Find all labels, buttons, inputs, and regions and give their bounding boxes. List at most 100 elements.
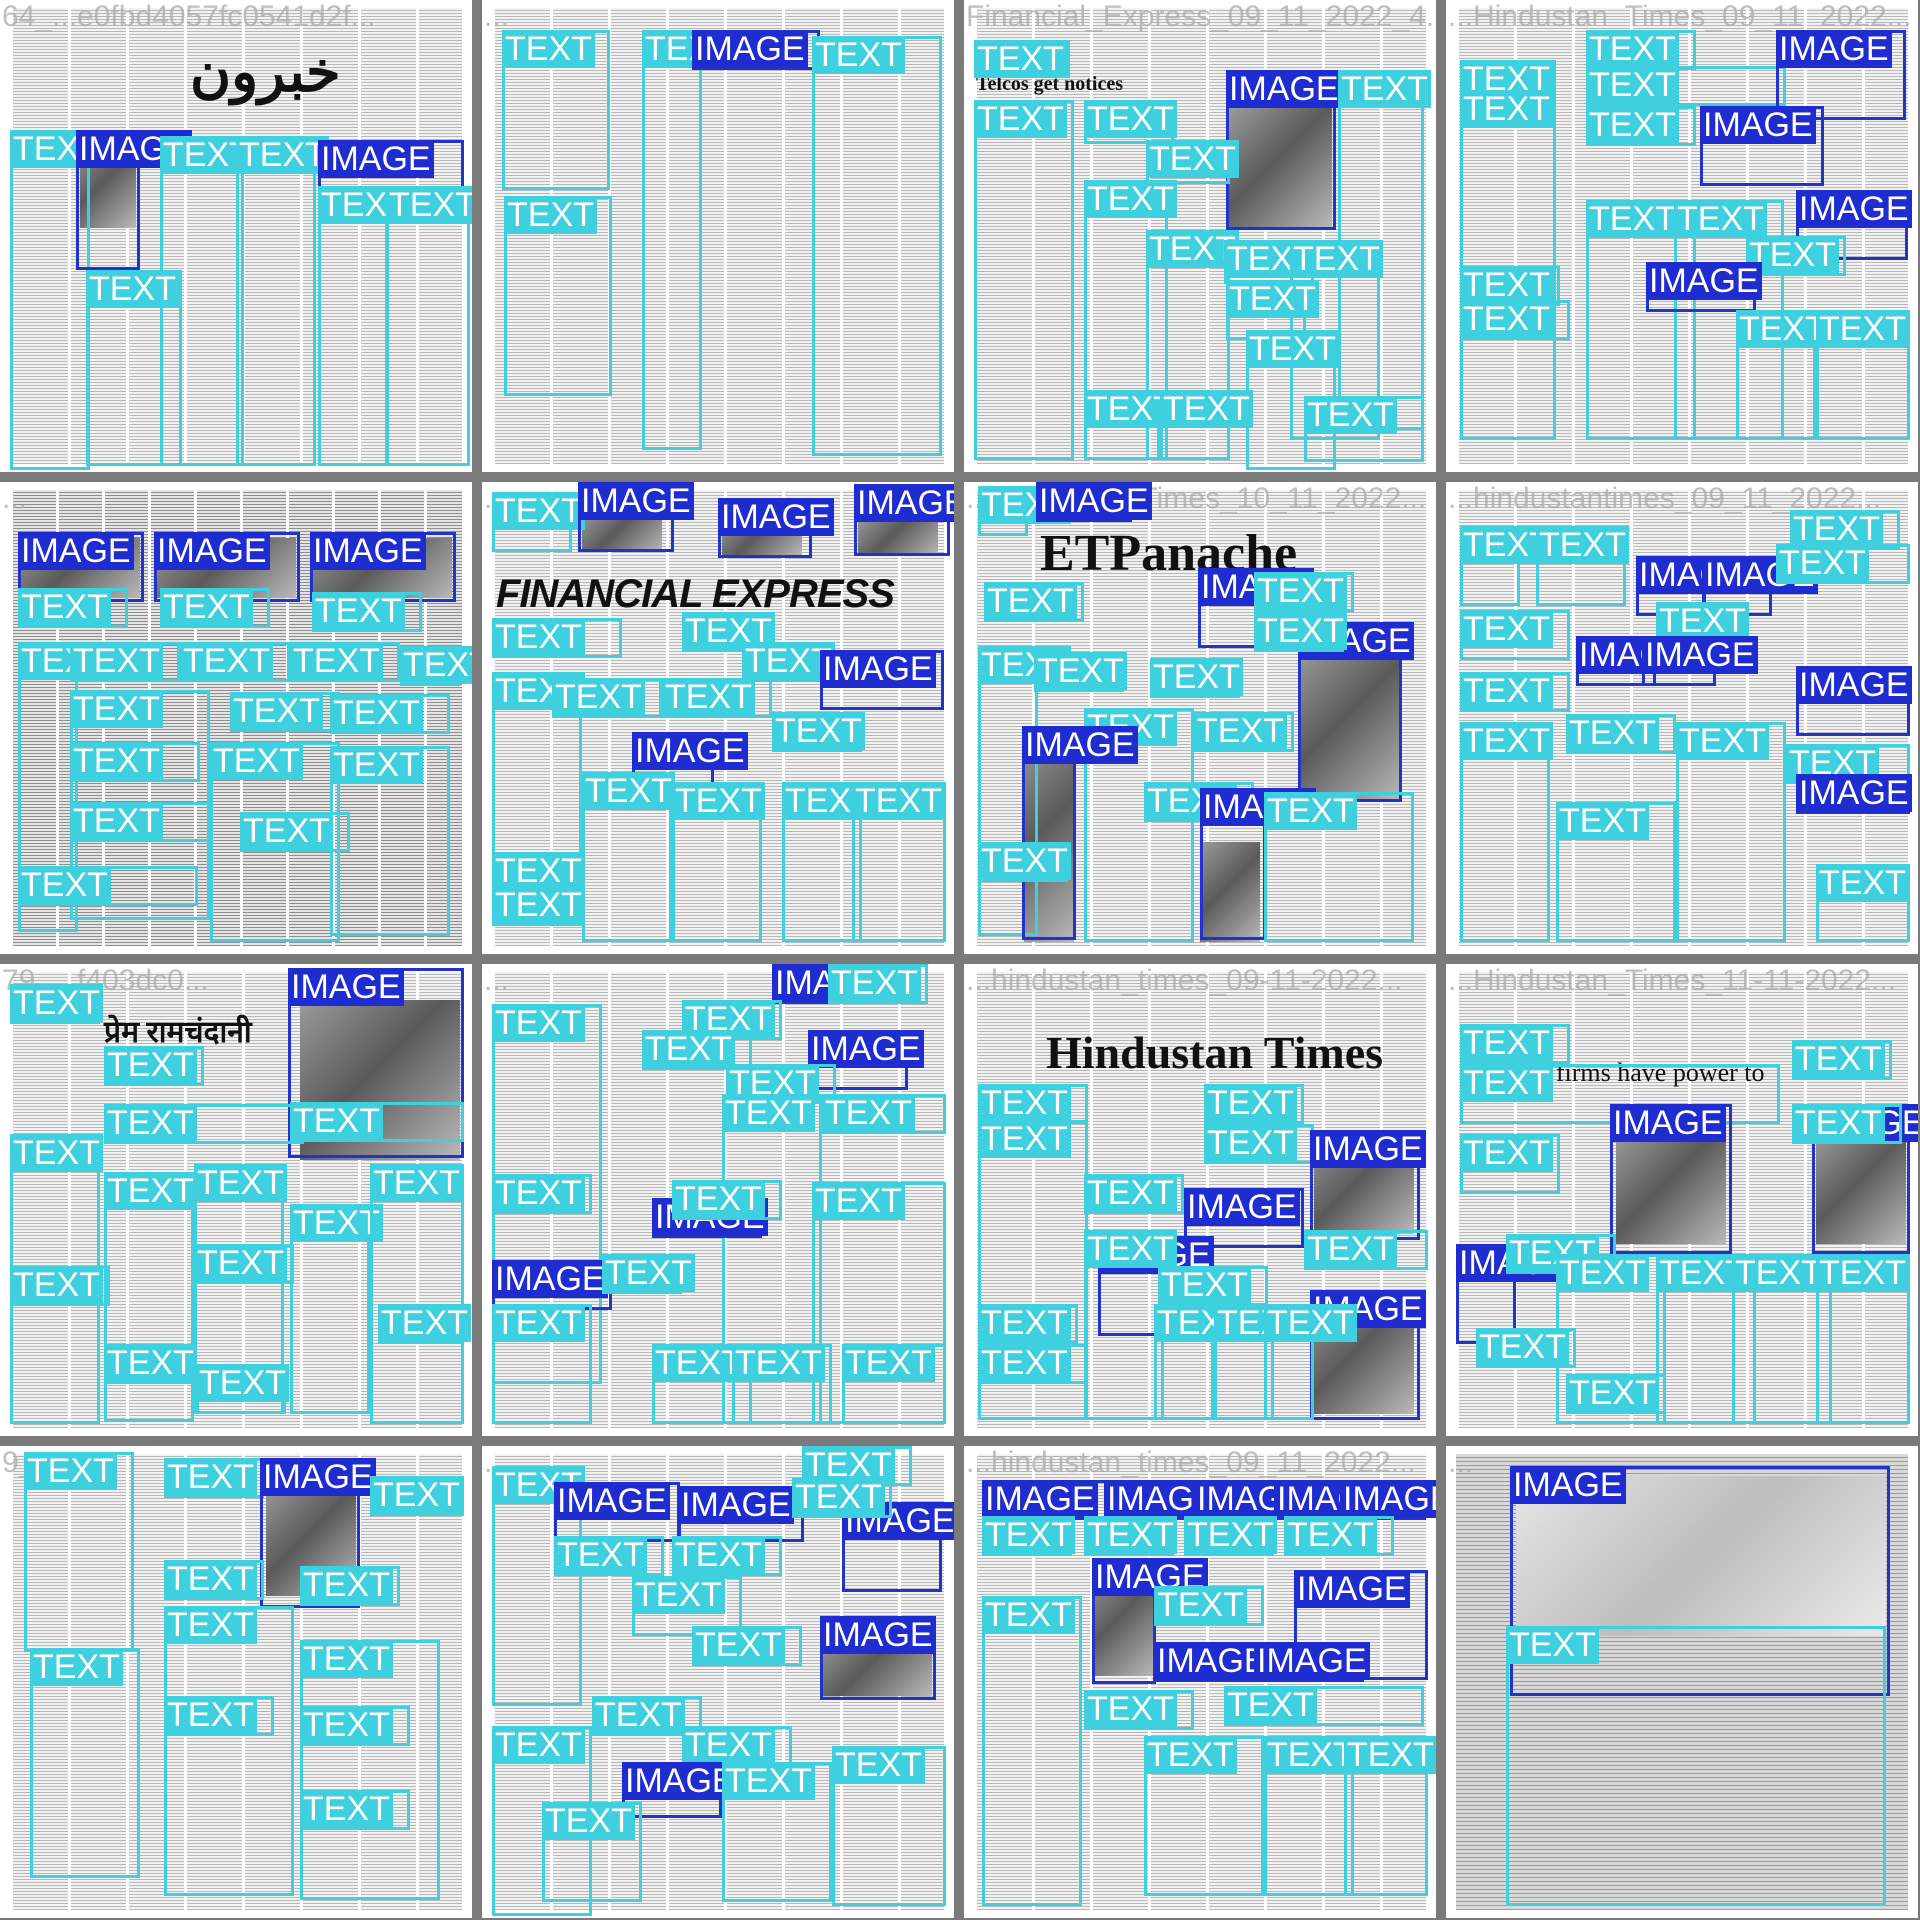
region-label: TEXT	[672, 1536, 765, 1574]
text-region-box: TEXT	[492, 1174, 592, 1214]
region-label: TEXT	[1150, 658, 1243, 696]
text-region-box: TEXT	[1586, 66, 1786, 106]
text-region-box: TEXT	[290, 1204, 383, 1414]
region-label: TEXT	[978, 1304, 1071, 1342]
image-region-box: IMAGE	[820, 650, 944, 710]
region-label: TEXT	[1290, 240, 1383, 278]
text-region-box: TEXT	[1792, 1040, 1892, 1080]
text-region-box: TEXT	[552, 678, 662, 718]
text-region-box: TEXT	[1460, 300, 1570, 340]
text-region-box: TEXT	[982, 1516, 1075, 1556]
image-region-box: IMAGE	[288, 968, 464, 1158]
text-region-box: TEXT	[230, 692, 340, 732]
masthead: FINANCIAL EXPRESS	[496, 572, 895, 616]
region-label: IMAGE	[578, 482, 694, 520]
region-label: TEXT	[974, 40, 1067, 78]
region-label: TEXT	[974, 100, 1067, 138]
text-region-box: TEXT	[542, 1802, 642, 1902]
region-label: IMAGE	[982, 1480, 1098, 1518]
region-label: TEXT	[370, 1164, 463, 1202]
text-region-box: TEXT	[1460, 672, 1570, 712]
tile-filename: ...Hindustan_Times_09_11_2022...	[1448, 0, 1912, 33]
region-label: IMAGE	[1642, 636, 1758, 674]
region-label: TEXT	[1460, 1134, 1553, 1172]
text-region-box: TEXT	[290, 1102, 464, 1142]
text-region-box: TEXT	[1084, 180, 1177, 460]
text-region-box: TEXT	[1146, 140, 1239, 184]
region-label: TEXT	[602, 1254, 695, 1292]
text-region-box: TEXT	[822, 1094, 946, 1134]
image-region-box: IMAGE	[76, 130, 192, 270]
text-region-box: TEXT	[802, 1446, 912, 1486]
region-label: TEXT	[1254, 572, 1347, 610]
text-region-box: TEXT	[400, 646, 472, 686]
region-label: TEXT	[10, 984, 103, 1022]
region-label: TEXT	[1284, 1516, 1377, 1554]
text-region-box: TEXT	[1736, 310, 1829, 440]
image-region-box: IMAGE	[1254, 1642, 1370, 1682]
region-label: IMAGE	[154, 532, 270, 570]
region-label: TEXT	[1586, 200, 1679, 238]
region-label: TEXT	[492, 886, 585, 924]
newspaper-tile: ...hindustantimes_09_11_2022... TEXT TEX…	[1446, 482, 1918, 954]
region-outline	[974, 100, 1074, 460]
image-region-box: IMAGE	[578, 482, 694, 552]
text-region-box: TEXT	[1586, 106, 1696, 146]
text-region-box: TEXT	[492, 886, 585, 926]
region-label: TEXT	[1460, 300, 1553, 338]
text-region-box: TEXT	[104, 1172, 197, 1422]
text-region-box: TEXT	[1264, 1304, 1357, 1420]
text-region-box: TEXT	[18, 866, 198, 906]
region-label: TEXT	[210, 742, 303, 780]
page-photo	[858, 516, 938, 556]
region-label: IMAGE	[820, 1616, 936, 1654]
region-label: TEXT	[378, 1304, 471, 1342]
image-region-box: IMAGE	[718, 498, 834, 558]
region-label: TEXT	[642, 1030, 735, 1068]
region-outline	[386, 186, 470, 466]
region-label: TEXT	[812, 36, 905, 74]
image-region-box: IMAGE	[1796, 666, 1912, 736]
text-region-box: TEXT	[974, 40, 1070, 78]
region-label: IMAGE	[854, 484, 954, 522]
region-label: TEXT	[1536, 526, 1629, 564]
region-label: IMAGE	[310, 532, 426, 570]
region-label: TEXT	[1204, 1124, 1297, 1162]
text-region-box: TEXT	[70, 642, 180, 682]
region-label: TEXT	[370, 1476, 463, 1514]
region-label: TEXT	[70, 742, 163, 780]
region-label: TEXT	[1264, 1736, 1357, 1774]
region-label: TEXT	[792, 1478, 885, 1516]
region-label: IMAGE	[1610, 1104, 1726, 1142]
newspaper-tile: ... TEXT TEXT IMAGE TEXT TEXT	[482, 0, 954, 472]
text-region-box: TEXT	[1226, 280, 1319, 340]
region-label: TEXT	[692, 1626, 785, 1664]
text-region-box: TEXT	[164, 1560, 264, 1600]
region-label: TEXT	[742, 642, 835, 680]
region-label: TEXT	[300, 1706, 393, 1744]
region-label: TEXT	[1460, 1024, 1553, 1062]
newspaper-tile: 9_... TEXT TEXT IMAGE TEXT TEXT TEXT TEX…	[0, 1446, 472, 1918]
region-label: IMAGE	[1022, 726, 1138, 764]
text-region-box: TEXT	[1146, 230, 1239, 460]
tile-filename: ...hindustantimes_09_11_2022...	[1448, 482, 1882, 515]
text-region-box: TEXT	[1676, 722, 1786, 942]
region-label: TEXT	[160, 588, 253, 626]
region-label: TEXT	[300, 1790, 393, 1828]
region-label: TEXT	[1460, 90, 1553, 128]
text-region-box: TEXT	[312, 592, 422, 632]
text-region-box: TEXT	[386, 186, 472, 466]
text-region-box: TEXT	[1460, 1064, 1780, 1124]
region-label: IMAGE	[1700, 106, 1816, 144]
text-region-box: TEXT	[164, 1458, 264, 1498]
text-region-box: TEXT	[672, 1180, 782, 1220]
region-label: TEXT	[1264, 1304, 1357, 1342]
region-label: IMAGE	[1776, 30, 1892, 68]
region-label: TEXT	[230, 692, 323, 730]
text-region-box: TEXT	[812, 36, 942, 456]
image-region-box: IMAGE	[854, 484, 954, 556]
image-region-box: IMAGE	[808, 1030, 924, 1090]
region-label: TEXT	[1146, 140, 1239, 178]
region-label: TEXT	[10, 1134, 103, 1172]
image-region-box: IMAGE	[1796, 774, 1912, 814]
